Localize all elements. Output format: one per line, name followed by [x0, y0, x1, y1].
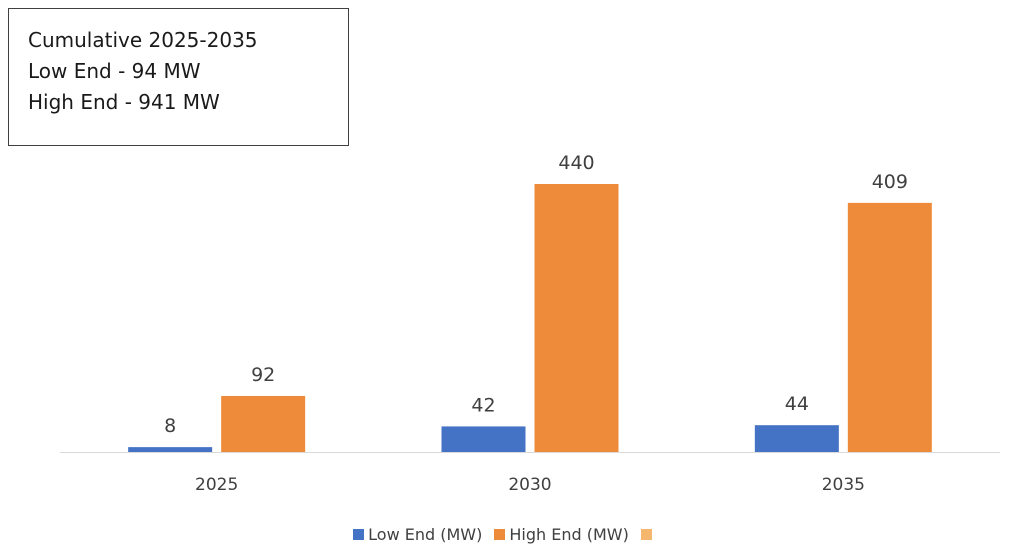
- data-label-high-end-2025: 92: [251, 364, 275, 386]
- bar-low-end-2035: [754, 425, 839, 452]
- data-label-group: 8 92 42 440 44 409: [164, 152, 908, 437]
- legend-swatch: [494, 529, 506, 540]
- data-label-high-end-2030: 440: [558, 152, 594, 174]
- x-tick-label-2025: 2025: [195, 475, 238, 495]
- annotation-box: Cumulative 2025-2035 Low End - 94 MW Hig…: [8, 8, 349, 146]
- annotation-line-cumulative: Cumulative 2025-2035: [28, 28, 258, 52]
- bar-low-end-2030: [441, 426, 526, 452]
- bar-high-end-2025: [221, 395, 306, 452]
- bar-high-end-2030: [534, 184, 619, 452]
- legend-item-3: [640, 529, 656, 540]
- data-label-low-end-2035: 44: [785, 393, 809, 415]
- legend-label: Low End (MW): [368, 525, 483, 544]
- data-label-high-end-2035: 409: [872, 171, 908, 193]
- legend-item-2: High End (MW): [494, 525, 629, 544]
- x-tick-label-2030: 2030: [508, 475, 551, 495]
- bar-group: [128, 184, 932, 452]
- x-tick-label-2035: 2035: [822, 475, 865, 495]
- data-label-low-end-2025: 8: [164, 415, 176, 437]
- legend: Low End (MW) High End (MW): [0, 525, 1009, 544]
- annotation-line-high-end: High End - 941 MW: [28, 90, 220, 114]
- data-label-low-end-2030: 42: [471, 394, 495, 416]
- legend-swatch: [353, 529, 365, 540]
- annotation-line-low-end: Low End - 94 MW: [28, 59, 201, 83]
- bar-low-end-2025: [128, 447, 213, 452]
- legend-swatch: [640, 529, 652, 540]
- legend-item-1: Low End (MW): [353, 525, 482, 544]
- legend-label: High End (MW): [509, 525, 629, 544]
- bar-high-end-2035: [847, 202, 932, 452]
- x-tick-group: 2025 2030 2035: [195, 475, 865, 495]
